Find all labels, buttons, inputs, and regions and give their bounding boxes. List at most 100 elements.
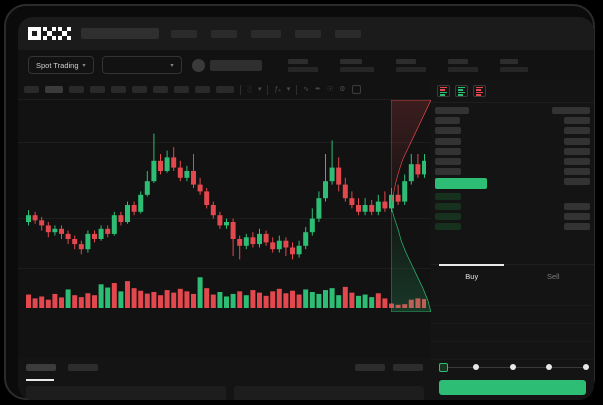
volume-series [26, 277, 426, 308]
price-chart[interactable] [18, 100, 431, 358]
timeframe-button-10[interactable] [216, 86, 234, 93]
nav-item-2[interactable] [211, 29, 237, 38]
stat-label [447, 58, 468, 64]
trade-form-row-4[interactable] [431, 342, 594, 360]
trade-form-fields [431, 288, 594, 360]
fullscreen-icon[interactable] [351, 85, 361, 94]
trade-tab-buy[interactable]: Buy [431, 264, 513, 288]
okx-logo-icon[interactable] [28, 27, 71, 40]
volume-bar [283, 293, 289, 308]
volume-bar [78, 297, 84, 308]
orderbook-amount [564, 168, 590, 176]
app-header [18, 17, 594, 50]
timeframe-button-5[interactable] [111, 86, 126, 93]
orderbook-bid-row[interactable] [435, 202, 590, 210]
candle-body [85, 233, 91, 250]
volume-bar [184, 291, 190, 308]
trading-mode-label: Spot Trading [36, 60, 79, 70]
candle-body [250, 237, 256, 245]
stat-label [395, 58, 416, 64]
orderbook-amount [564, 223, 590, 231]
slider-stop-100[interactable] [583, 364, 589, 370]
orders-tab-1[interactable] [26, 364, 56, 371]
bottom-action-1[interactable] [355, 364, 385, 371]
draw-tool-icon[interactable]: ✒ [315, 86, 321, 93]
candle-body [342, 184, 348, 199]
orderbook-header-row[interactable] [435, 107, 590, 114]
bottom-action-2[interactable] [393, 364, 423, 371]
pair-selector[interactable]: ▾ [101, 56, 182, 74]
volume-bar [217, 292, 223, 308]
orderbook-bid-row[interactable] [435, 212, 590, 220]
candle-body [118, 215, 124, 222]
orderbook-mode-both-icon[interactable] [437, 85, 450, 97]
timeframe-button-4[interactable] [90, 86, 105, 93]
indicators-dropdown-icon[interactable]: ▾ [286, 86, 291, 93]
timeframe-button-2[interactable] [45, 86, 63, 93]
candle-body [92, 233, 97, 239]
nav-item-3[interactable] [251, 29, 281, 38]
orderbook-price [435, 117, 460, 125]
candle-wick [325, 154, 326, 202]
slider-stop-50[interactable] [509, 364, 516, 370]
candle-body [323, 181, 328, 199]
amount-slider[interactable] [439, 363, 589, 373]
timeframe-button-7[interactable] [153, 86, 168, 93]
candle-body [290, 247, 295, 255]
orders-tab-2[interactable] [68, 364, 98, 371]
volume-bar [224, 296, 229, 308]
orderbook-ask-row[interactable] [435, 137, 590, 145]
timeframe-button-1[interactable] [24, 86, 39, 93]
volume-bar [65, 289, 71, 308]
snapshot-icon[interactable]: ☉ [326, 86, 334, 93]
trade-form-row-3[interactable] [431, 324, 594, 342]
orderbook-ask-row[interactable] [435, 157, 590, 165]
candle-type-icon[interactable]: ░ [247, 86, 252, 93]
orderbook-bid-row[interactable] [435, 192, 590, 200]
candle-body [191, 171, 196, 185]
timeframe-button-9[interactable] [195, 86, 210, 93]
timeframe-button-3[interactable] [69, 86, 84, 93]
orderbook-ask-row[interactable] [435, 147, 590, 155]
orderbook-mode-bids-icon[interactable] [455, 85, 468, 97]
volume-bar [375, 293, 381, 308]
orderbook-ask-row[interactable] [435, 117, 590, 125]
trade-form-row-2[interactable] [431, 306, 594, 324]
volume-bar [158, 295, 163, 308]
slider-stop-25[interactable] [472, 364, 479, 370]
nav-item-1[interactable] [171, 29, 197, 38]
search-input[interactable] [81, 28, 159, 39]
timeframe-button-6[interactable] [132, 86, 147, 93]
orderbook-ask-row[interactable] [435, 168, 590, 176]
slider-handle[interactable] [439, 363, 448, 372]
volume-bar [32, 298, 38, 308]
orderbook-bid-row[interactable] [435, 223, 590, 231]
orderbook-rows[interactable] [431, 103, 594, 231]
trade-form-row-1[interactable] [431, 288, 594, 306]
orderbook-price [435, 127, 461, 135]
trading-mode-selector[interactable]: Spot Trading ▾ [28, 56, 94, 74]
candle-type-dropdown-icon[interactable]: ▾ [257, 86, 262, 93]
candle-body [303, 232, 309, 246]
settings-icon[interactable]: ⚙ [339, 86, 346, 93]
line-tool-icon[interactable]: ∿ [303, 86, 310, 93]
orderbook-mode-asks-icon[interactable] [473, 85, 486, 97]
candle-body [257, 233, 262, 245]
chart-gridline [18, 218, 431, 219]
indicators-icon[interactable]: ƒₓ [274, 86, 281, 93]
orders-panel [18, 358, 431, 400]
orderbook-current-price-row[interactable] [435, 178, 590, 190]
slider-stop-75[interactable] [546, 364, 553, 370]
nav-item-5[interactable] [335, 29, 361, 38]
trade-tab-sell[interactable]: Sell [546, 272, 560, 281]
orders-panel-actions [355, 364, 423, 371]
volume-bar [342, 286, 348, 308]
submit-order-button[interactable] [439, 380, 586, 395]
volume-bar [125, 281, 130, 308]
volume-bar [72, 295, 78, 308]
orderbook-ask-row[interactable] [435, 127, 590, 135]
timeframe-button-8[interactable] [174, 86, 189, 93]
candle-body [65, 233, 71, 239]
trade-side-tabs: Buy Sell [431, 264, 594, 288]
nav-item-4[interactable] [295, 29, 321, 38]
